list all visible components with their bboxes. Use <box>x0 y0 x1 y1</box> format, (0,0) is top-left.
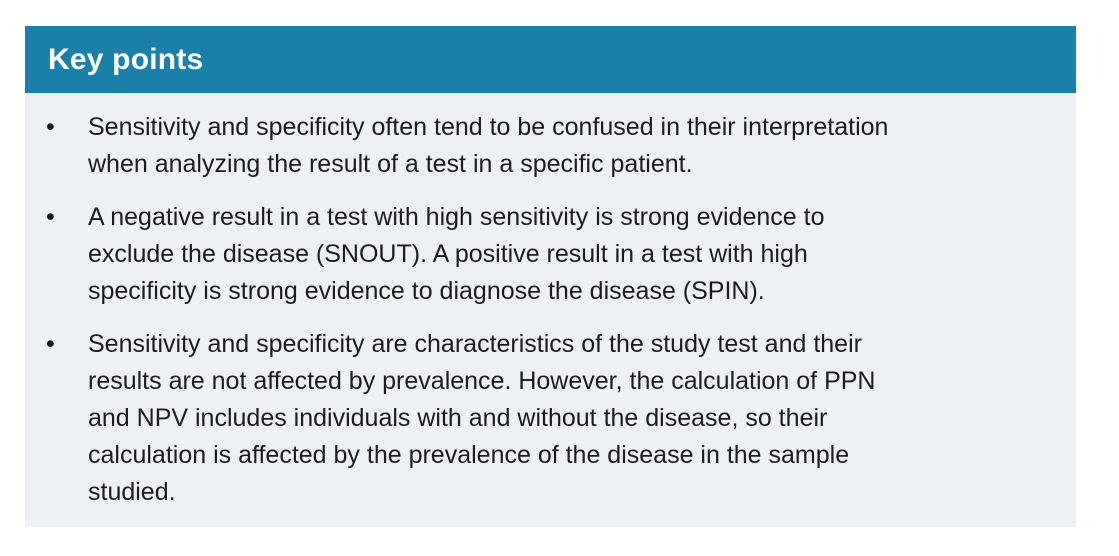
key-points-title: Key points <box>48 42 204 76</box>
key-points-list: • Sensitivity and specificity often tend… <box>46 109 1048 511</box>
key-points-box: Key points • Sensitivity and specificity… <box>25 26 1076 527</box>
list-item: • Sensitivity and specificity often tend… <box>46 109 1048 183</box>
bullet-icon: • <box>46 330 55 358</box>
list-item: • A negative result in a test with high … <box>46 199 1048 310</box>
bullet-icon: • <box>46 203 55 231</box>
key-point-text: Sensitivity and specificity often tend t… <box>88 113 889 178</box>
key-points-header: Key points <box>25 26 1076 93</box>
bullet-icon: • <box>46 113 55 141</box>
key-points-body: • Sensitivity and specificity often tend… <box>25 93 1076 527</box>
list-item: • Sensitivity and specificity are charac… <box>46 326 1048 511</box>
key-point-text: A negative result in a test with high se… <box>88 203 825 305</box>
key-point-text: Sensitivity and specificity are characte… <box>88 330 876 506</box>
